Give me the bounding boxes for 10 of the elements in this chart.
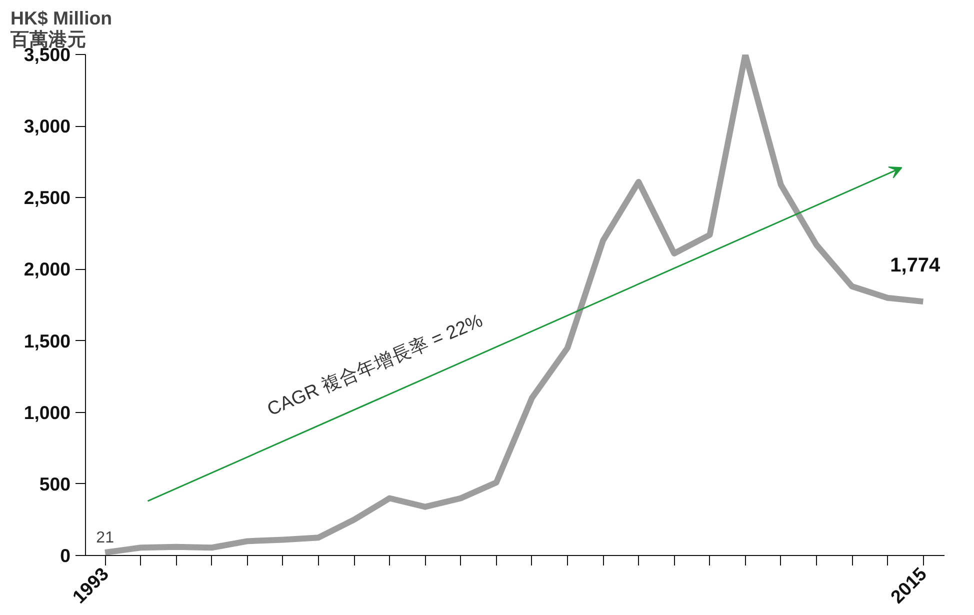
- data-label: 21: [96, 529, 114, 546]
- y-tick-label: 0: [60, 545, 71, 566]
- y-tick-label: 1,000: [24, 402, 70, 423]
- y-tick-label: 1,500: [24, 330, 70, 352]
- annotation: CAGR 複合年增長率 = 22%: [264, 310, 486, 420]
- y-tick-label: 3,000: [24, 116, 70, 137]
- y-tick-label: 2,500: [24, 187, 70, 208]
- y-tick-label: 500: [39, 473, 71, 494]
- data-label: 1,774: [890, 254, 942, 277]
- y-tick-label: 2,000: [24, 258, 70, 280]
